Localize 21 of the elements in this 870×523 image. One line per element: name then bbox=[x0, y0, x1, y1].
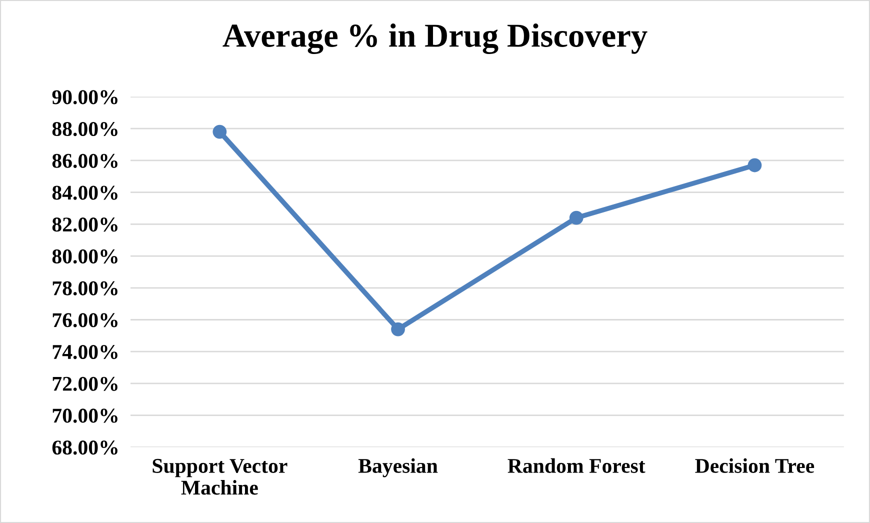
y-tick-label: 80.00% bbox=[52, 249, 118, 264]
x-tick-label: Random Forest bbox=[508, 458, 646, 473]
point bbox=[748, 158, 762, 172]
chart-title: Average % in Drug Discovery bbox=[222, 24, 648, 54]
x-tick-label: Decision Tree bbox=[695, 458, 814, 473]
y-tick-label: 70.00% bbox=[52, 408, 118, 423]
point bbox=[212, 124, 227, 139]
point bbox=[391, 322, 405, 336]
y-tick-label: 76.00% bbox=[52, 313, 118, 328]
x-tick-label: Support Vector Machine bbox=[152, 458, 288, 495]
y-tick-label: 78.00% bbox=[52, 281, 118, 296]
x-tick-label: Bayesian bbox=[358, 458, 438, 478]
y-tick-label: 84.00% bbox=[52, 186, 118, 200]
y-tick-label: 90.00% bbox=[52, 90, 118, 104]
y-tick-label: 74.00% bbox=[52, 344, 118, 360]
y-tick-label: 88.00% bbox=[52, 122, 118, 136]
y-tick-label: 82.00% bbox=[52, 218, 118, 232]
point bbox=[569, 210, 584, 225]
y-tick-label: 68.00% bbox=[52, 440, 118, 455]
y-tick-label: 86.00% bbox=[52, 154, 118, 168]
y-tick-label: 72.00% bbox=[52, 376, 118, 391]
